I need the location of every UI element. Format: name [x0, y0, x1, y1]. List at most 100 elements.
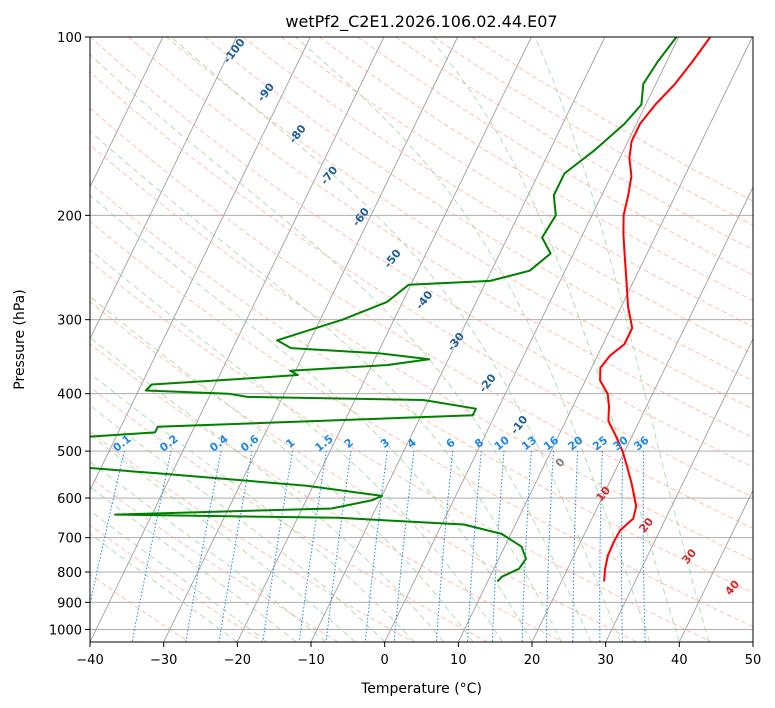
mixing-ratio-line	[521, 451, 532, 642]
y-tick-label: 400	[57, 388, 82, 403]
mixing-ratio-line	[435, 451, 454, 642]
dry-adiabat-label: -90	[255, 80, 278, 104]
mixing-ratio-label: 30	[611, 433, 631, 453]
isotherm-line	[678, 489, 753, 642]
y-tick-label: 1000	[49, 623, 82, 638]
moist-adiabat-label: 10	[593, 484, 613, 504]
isotherm-line	[236, 37, 532, 642]
moist-adiabat-line	[90, 486, 297, 642]
moist-adiabat-line	[534, 37, 710, 642]
mixing-ratio-line	[467, 451, 482, 642]
dry-adiabat-line	[204, 37, 753, 382]
mixing-ratio-line	[90, 450, 125, 607]
dry-adiabat-line	[90, 301, 638, 642]
dry-adiabat-label: -30	[445, 330, 468, 354]
mixing-ratio-label: 13	[519, 434, 539, 454]
moist-adiabat-line	[90, 336, 444, 642]
y-axis: 100 200 300 400 500 600 700 800 900 1000	[49, 31, 90, 638]
isotherm-line	[457, 37, 753, 642]
dry-adiabat-line	[242, 37, 753, 355]
dry-adiabat-label: -20	[476, 371, 499, 395]
dry-adiabat-label: -80	[286, 122, 309, 146]
mixing-ratio-line	[298, 451, 327, 642]
x-tick-label: 10	[450, 653, 467, 668]
mixing-ratio-line	[572, 451, 579, 642]
x-tick-label: 30	[597, 653, 614, 668]
line-layer	[90, 37, 712, 583]
dry-adiabat-line	[90, 107, 753, 529]
mixing-ratio-line	[393, 451, 415, 642]
grid-layer	[90, 37, 753, 642]
x-tick-label: 0	[381, 653, 389, 668]
moist-adiabat-label: 20	[636, 515, 656, 535]
dry-adiabat-line	[90, 260, 712, 642]
mixing-ratio-line	[599, 451, 603, 642]
mixing-ratio-label: 3	[378, 436, 392, 451]
mixing-ratio-line	[491, 451, 505, 642]
dry-adiabat-line	[90, 476, 339, 642]
isotherm-line	[163, 37, 459, 642]
dry-adiabat-label: -70	[318, 163, 341, 187]
moist-adiabat-line	[90, 404, 386, 642]
isotherm-line	[384, 37, 680, 642]
isotherm-line	[531, 186, 753, 642]
y-axis-label: Pressure (hPa)	[12, 289, 28, 389]
y-tick-label: 700	[57, 532, 82, 547]
moist-adiabat-line	[90, 249, 503, 642]
dry-adiabat-line	[90, 144, 753, 561]
moist-adiabat-line	[90, 434, 356, 642]
x-tick-label: −10	[297, 653, 324, 668]
dry-adiabat-line	[90, 182, 753, 594]
mixing-ratio-label: 10	[492, 433, 512, 453]
mixing-ratio-line	[325, 451, 352, 642]
moist-adiabat-line	[90, 372, 415, 642]
y-tick-label: 800	[57, 566, 82, 581]
x-axis-label: Temperature (°C)	[360, 681, 482, 697]
dry-adiabat-line	[471, 37, 753, 202]
dewpoint-line	[90, 37, 678, 438]
isotherm-line	[90, 37, 311, 492]
dry-adiabat-line	[90, 524, 264, 642]
dry-adiabat-line	[90, 343, 563, 642]
plot-frame	[89, 36, 754, 643]
dry-adiabat-label: -100	[221, 36, 248, 66]
moist-adiabat-line	[170, 37, 621, 642]
dry-adiabat-label: -10	[508, 413, 531, 437]
mixing-ratio-line	[621, 451, 624, 642]
mixing-ratio-line	[364, 451, 388, 642]
mixing-ratio-label: 25	[590, 434, 610, 454]
x-tick-label: 20	[524, 653, 541, 668]
x-tick-label: −30	[150, 653, 177, 668]
mixing-ratio-line	[262, 451, 294, 642]
y-tick-label: 900	[57, 596, 82, 611]
x-axis: −40 −30 −20 −10 0 10 20 30 40 50	[76, 642, 761, 668]
x-tick-label: −40	[76, 653, 103, 668]
dry-adiabat-label: -50	[381, 247, 404, 271]
isotherm-line	[752, 640, 753, 642]
isotherm-line	[90, 37, 164, 189]
dry-adiabat-line	[90, 220, 753, 628]
moist-adiabat-line	[90, 54, 592, 642]
mixing-ratio-line	[545, 451, 554, 642]
moist-adiabat-line	[90, 533, 238, 642]
chart-title: wetPf2_C2E1.2026.106.02.44.E07	[285, 12, 557, 32]
moist-adiabat-line	[428, 37, 680, 642]
moist-adiabat-line	[295, 37, 651, 642]
label-layer: 0.1 0.2 0.4 0.6 1 1.5 2 3 4 6 8 10 13 16 20 25 30 36-100-…	[110, 36, 742, 598]
x-tick-label: −20	[224, 653, 251, 668]
moist-adiabat-line	[90, 510, 268, 642]
moist-adiabat-label: 30	[679, 546, 699, 566]
y-tick-label: 200	[57, 209, 82, 224]
dry-adiabat-line	[318, 37, 753, 302]
dry-adiabat-line	[357, 37, 753, 276]
isotherm-line	[90, 37, 238, 340]
mixing-ratio-line	[642, 451, 646, 642]
isotherm-line	[90, 37, 385, 642]
dry-adiabat-line	[90, 573, 190, 642]
y-tick-label: 500	[57, 445, 82, 460]
dry-adiabat-line	[90, 71, 753, 498]
moist-adiabat-line	[90, 461, 326, 642]
temperature-line	[599, 37, 712, 582]
x-tick-label: 40	[671, 653, 688, 668]
